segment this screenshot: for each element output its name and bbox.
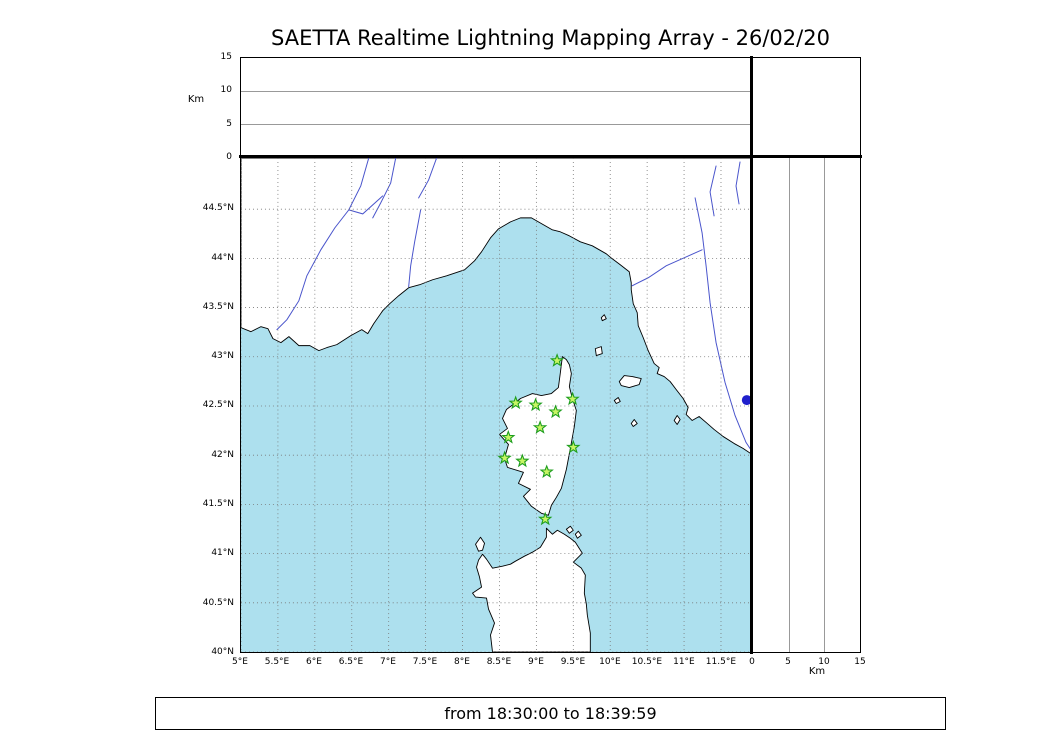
alt-tick-label: 0	[749, 657, 755, 667]
island-elba	[618, 375, 642, 388]
river	[735, 161, 741, 205]
river	[408, 209, 422, 288]
lat-tick-label: 42°N	[211, 449, 234, 460]
lma-station-marker	[528, 397, 543, 412]
island-corsica	[499, 356, 577, 516]
lma-station-marker	[515, 453, 530, 468]
river	[348, 195, 384, 215]
lma-station-marker	[566, 439, 581, 454]
island-montecristo	[630, 419, 638, 427]
altitude-grid-line	[824, 158, 826, 652]
lon-tick-label: 11.5°E	[705, 657, 737, 667]
lat-tick-label: 43°N	[211, 351, 234, 362]
lat-tick-label: 41°N	[211, 548, 234, 559]
map-canvas	[241, 158, 752, 652]
river	[418, 158, 438, 199]
alt-tick-label: 15	[220, 52, 232, 62]
river	[372, 158, 397, 219]
island-capraia	[594, 346, 603, 357]
lon-tick-label: 9°E	[527, 657, 544, 667]
lat-tick-label: 41.5°N	[202, 499, 234, 510]
lon-tick-label: 5°E	[232, 657, 248, 667]
island-asinara	[475, 536, 485, 552]
lon-tick-label: 11°E	[673, 657, 695, 667]
alt-tick-label: 5	[785, 657, 791, 667]
alt-tick-label: 0	[226, 152, 232, 162]
lon-tick-label: 10°E	[599, 657, 621, 667]
time-range-text: from 18:30:00 to 18:39:59	[444, 704, 657, 723]
land-group	[241, 158, 752, 652]
lat-tick-label: 42.5°N	[202, 400, 234, 411]
lat-tick-label: 40°N	[211, 647, 234, 657]
river	[694, 197, 752, 452]
altitude-grid-line	[788, 158, 790, 652]
lon-tick-label: 10.5°E	[631, 657, 663, 667]
marker-group	[497, 353, 752, 526]
island-giglio	[673, 415, 681, 425]
lat-tick-label: 40.5°N	[202, 597, 234, 608]
island-caprera	[574, 530, 582, 539]
map-right-border	[750, 56, 753, 654]
lon-tick-label: 7°E	[380, 657, 396, 667]
blue-dot-marker	[741, 395, 752, 406]
map-top-border	[239, 155, 862, 158]
altitude-grid-line	[241, 90, 752, 92]
lma-station-marker	[501, 429, 516, 444]
river-group	[276, 158, 752, 452]
lon-tick-label: 8°E	[453, 657, 470, 667]
altitude-axis-label-top: Km	[187, 94, 205, 105]
altitude-histogram-panel	[752, 57, 861, 158]
altitude-axis-label-right: Km	[808, 666, 826, 677]
lma-station-marker	[565, 391, 580, 406]
altitude-grid-line	[241, 123, 752, 125]
river	[276, 158, 370, 331]
lon-tick-label: 6.5°E	[338, 657, 364, 667]
coastline-continent	[241, 158, 752, 455]
lat-tick-label: 43.5°N	[202, 301, 234, 312]
altitude-vs-latitude-panel	[752, 157, 861, 653]
alt-tick-label: 10	[818, 657, 830, 667]
lma-station-marker	[537, 511, 553, 526]
lma-station-marker	[508, 395, 523, 410]
river	[709, 165, 717, 217]
altitude-vs-longitude-panel	[240, 57, 753, 158]
lon-tick-label: 7.5°E	[412, 657, 438, 667]
lat-tick-label: 44.5°N	[202, 203, 234, 214]
lma-station-marker	[539, 464, 554, 479]
lon-tick-label: 8.5°E	[486, 657, 512, 667]
lon-tick-label: 9.5°E	[560, 657, 586, 667]
map-panel	[240, 157, 753, 653]
lon-tick-label: 5.5°E	[264, 657, 290, 667]
figure-title: SAETTA Realtime Lightning Mapping Array …	[271, 26, 830, 50]
lon-tick-label: 6°E	[306, 657, 322, 667]
grid-group	[241, 158, 752, 652]
island-gorgona	[600, 314, 607, 322]
lma-station-marker	[549, 353, 565, 367]
lat-tick-label: 44°N	[211, 252, 234, 263]
alt-tick-label: 5	[226, 118, 232, 129]
island-pianosa	[613, 397, 621, 404]
lma-station-marker	[497, 450, 512, 465]
lma-station-marker	[532, 420, 548, 434]
river	[631, 249, 703, 287]
alt-tick-label: 15	[854, 657, 866, 667]
alt-tick-label: 10	[220, 85, 232, 96]
lma-station-marker	[548, 404, 563, 419]
time-range-box: from 18:30:00 to 18:39:59	[155, 697, 946, 730]
